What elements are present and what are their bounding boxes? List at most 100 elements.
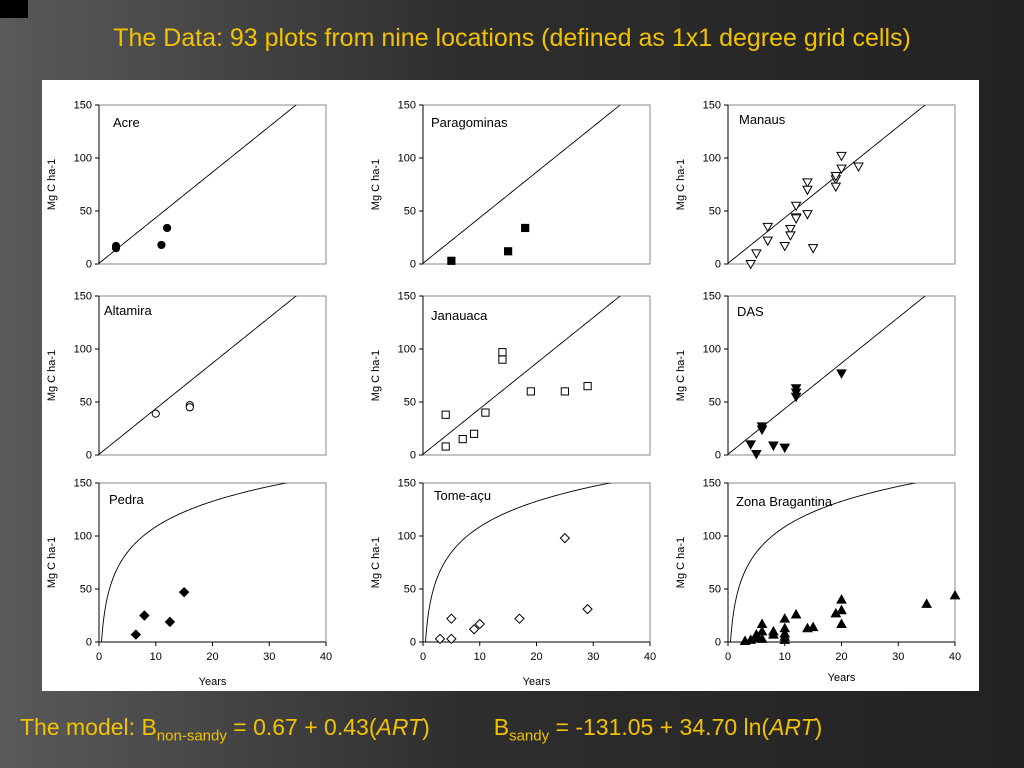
data-point	[178, 586, 190, 598]
chart-manaus: 0 50 100 150 Mg C ha-1 Manaus	[675, 100, 956, 271]
data-point	[949, 589, 961, 600]
chart-zona-bragantina: 0 50 100 150 0 10 20 30 40 Years Mg C ha-1 Zona Bra…	[675, 478, 961, 685]
data-point	[768, 629, 779, 639]
y-tick-label: 100	[74, 531, 92, 543]
x-axis-label: Years	[523, 676, 551, 688]
data-point	[830, 172, 842, 182]
data-point	[446, 613, 457, 624]
y-tick-label: 50	[709, 206, 721, 218]
data-point	[762, 222, 774, 233]
data-point	[498, 348, 507, 357]
chart-paragominas: 0 50 100 150 Mg C ha-1 Paragominas	[370, 100, 651, 271]
y-axis-label: Mg C ha-1	[370, 537, 382, 588]
x-tick-label: 0	[96, 651, 102, 663]
fitted-model-line	[99, 296, 297, 455]
data-point	[751, 249, 762, 259]
data-point	[790, 608, 802, 619]
data-point	[768, 441, 779, 451]
data-point	[526, 387, 535, 396]
data-point	[441, 442, 450, 451]
y-tick-label: 100	[74, 344, 92, 356]
data-point	[836, 604, 847, 615]
y-tick-label: 150	[703, 478, 721, 490]
y-axis-label: Mg C ha-1	[46, 159, 58, 210]
b-sandy-close: )	[814, 714, 823, 740]
data-point	[468, 624, 480, 635]
fitted-model-line	[423, 105, 621, 264]
x-tick-label: 40	[320, 651, 332, 663]
data-point	[807, 244, 819, 254]
y-tick-label: 50	[80, 397, 92, 409]
y-tick-label: 50	[404, 584, 416, 596]
data-point	[802, 185, 813, 196]
panel-title: Pedra	[109, 492, 144, 507]
data-point	[130, 629, 142, 640]
y-tick-label: 150	[703, 291, 721, 303]
y-tick-label: 0	[715, 637, 721, 649]
y-tick-label: 50	[709, 584, 721, 596]
data-point	[164, 616, 176, 628]
data-point	[185, 403, 194, 412]
y-tick-label: 150	[398, 478, 416, 490]
x-tick-label: 0	[420, 651, 426, 663]
data-point	[836, 369, 847, 379]
data-point	[447, 256, 456, 265]
x-tick-label: 20	[835, 651, 847, 663]
data-point	[745, 260, 757, 270]
x-axis-label: Years	[199, 676, 227, 688]
x-tick-label: 30	[263, 651, 275, 663]
data-point	[921, 598, 932, 608]
panel-title: Acre	[113, 115, 140, 130]
y-tick-label: 50	[404, 397, 416, 409]
model-prefix: The model:	[20, 714, 142, 740]
data-point	[157, 240, 166, 250]
b-nonsandy-equation: = 0.67 + 0.43(	[226, 714, 377, 740]
b-sandy-subscript: sandy	[509, 727, 550, 745]
data-point	[756, 425, 768, 436]
y-tick-label: 0	[410, 450, 416, 462]
y-axis-label: Mg C ha-1	[370, 159, 382, 210]
data-point	[762, 236, 774, 247]
y-tick-label: 100	[703, 344, 721, 356]
x-tick-label: 30	[892, 651, 904, 663]
x-axis-label: Years	[828, 672, 856, 684]
slide-corner-mark	[0, 0, 28, 18]
y-tick-label: 100	[703, 531, 721, 543]
data-point	[790, 214, 802, 224]
x-tick-label: 40	[949, 651, 961, 663]
y-tick-label: 0	[86, 450, 92, 462]
chart-das: 0 50 100 150 Mg C ha-1 DAS	[675, 291, 956, 462]
chart-acre: 0 50 100 150 Mg C ha-1 Acre	[46, 100, 327, 271]
chart-pedra: 0 50 100 150 0 10 20 30 40 Years Mg C ha-1 Pedra	[46, 478, 332, 689]
data-point	[836, 164, 847, 175]
y-axis-label: Mg C ha-1	[46, 350, 58, 401]
y-tick-label: 100	[398, 153, 416, 165]
data-point	[583, 382, 592, 391]
data-point	[474, 618, 485, 630]
y-tick-label: 150	[74, 291, 92, 303]
data-point	[790, 201, 802, 212]
data-point	[163, 223, 172, 233]
y-axis-label: Mg C ha-1	[370, 350, 382, 401]
panel-title: Tome-açu	[434, 488, 491, 503]
y-tick-label: 100	[74, 153, 92, 165]
y-tick-label: 150	[398, 291, 416, 303]
data-point	[785, 231, 796, 241]
panel-title: DAS	[737, 304, 764, 319]
x-tick-label: 20	[206, 651, 218, 663]
data-point	[514, 613, 525, 624]
data-point	[779, 613, 791, 623]
data-point	[785, 225, 796, 235]
data-point	[779, 634, 791, 644]
data-point	[751, 449, 762, 460]
y-tick-label: 0	[410, 259, 416, 271]
model-equations: The model: Bnon-sandy = 0.67 + 0.43(ART)…	[20, 714, 1020, 745]
data-point	[469, 429, 479, 438]
chart-altamira: 0 50 100 150 Mg C ha-1 Altamira	[46, 291, 327, 462]
b-sandy-symbol: B	[493, 714, 510, 740]
x-tick-label: 40	[644, 651, 656, 663]
x-tick-label: 20	[530, 651, 542, 663]
panel-title: Manaus	[739, 112, 786, 127]
b-nonsandy-variable: ART	[376, 714, 423, 740]
b-nonsandy-subscript: non-sandy	[156, 727, 227, 745]
